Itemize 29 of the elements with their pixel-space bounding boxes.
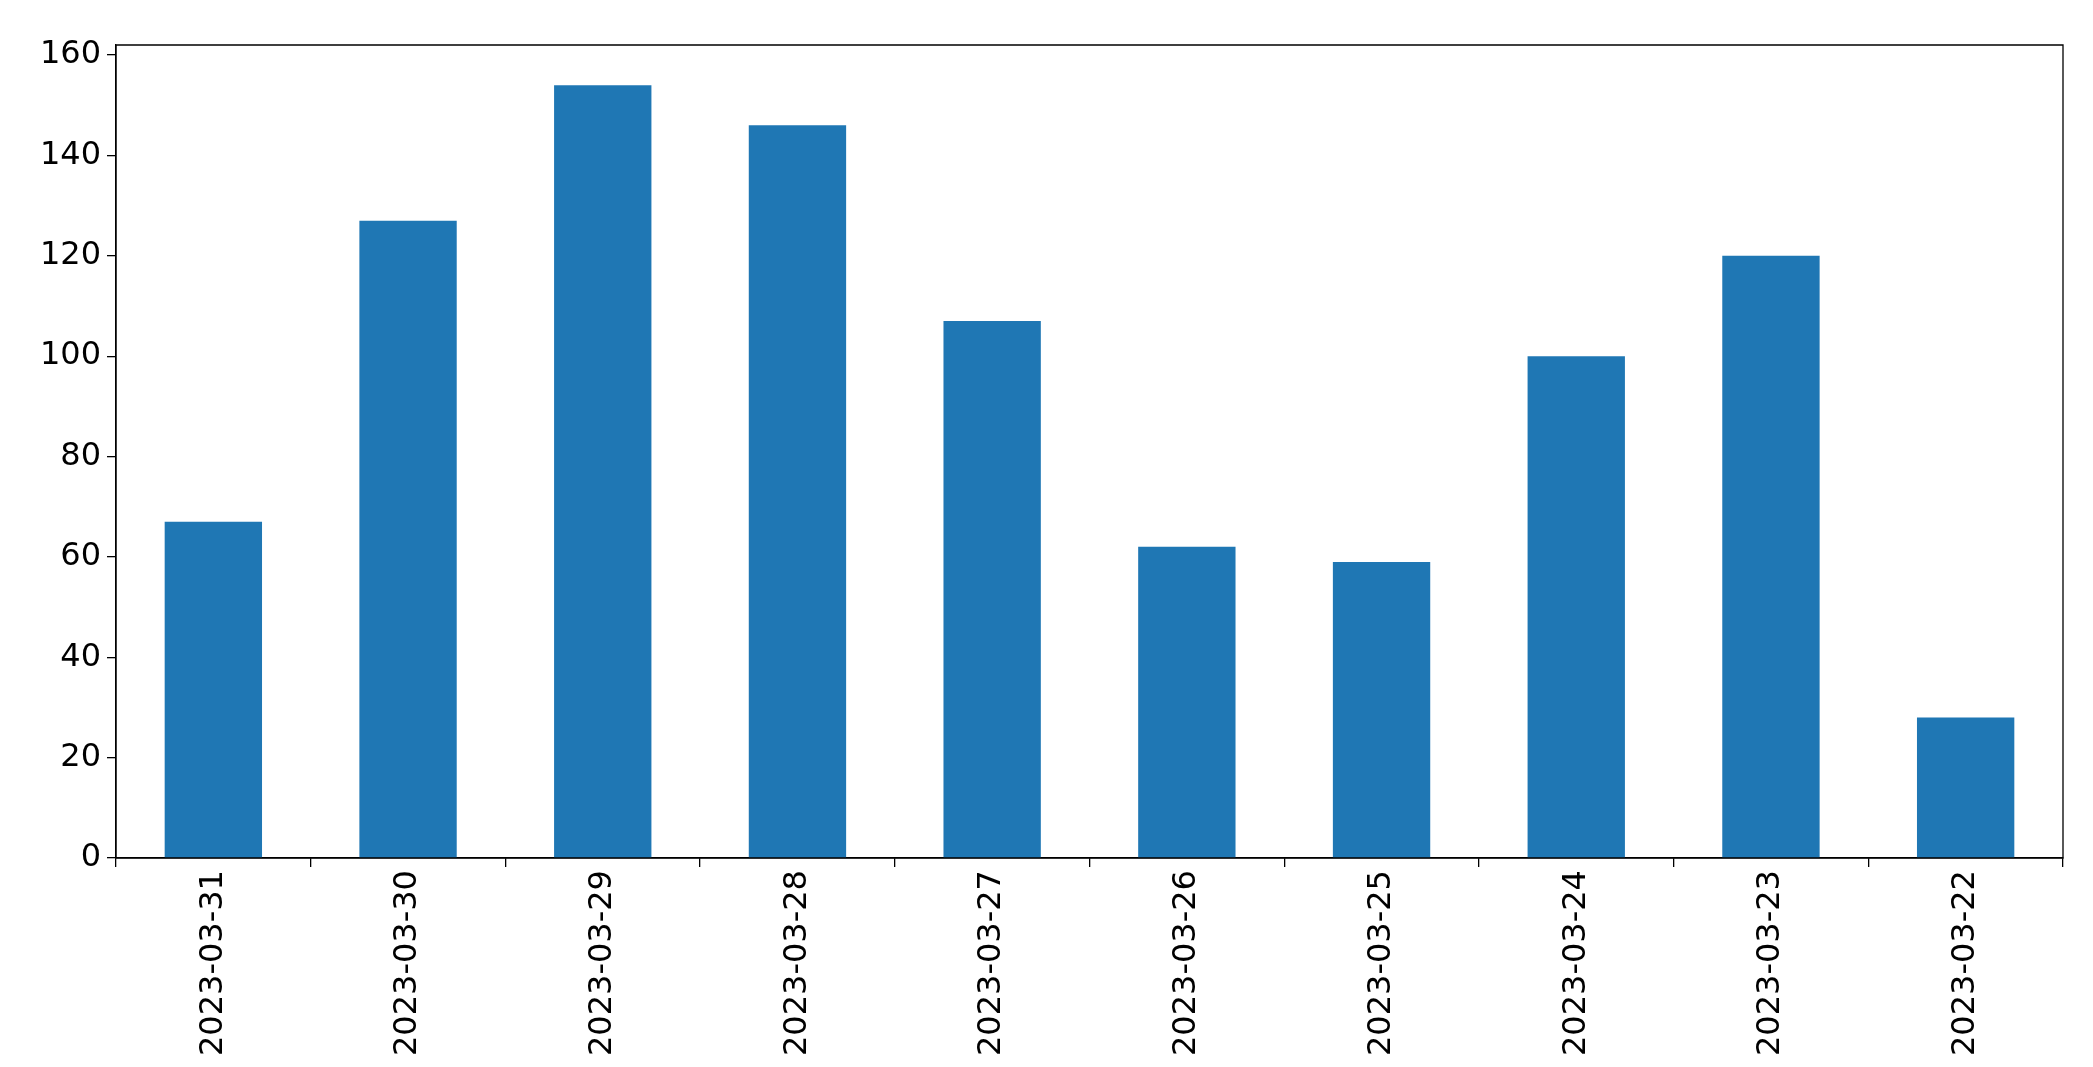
- x-tick-label: 2023-03-27: [970, 870, 1009, 1056]
- bar: [1722, 255, 1820, 858]
- x-tick-label: 2023-03-30: [386, 870, 425, 1056]
- x-tick-label: 2023-03-24: [1554, 870, 1593, 1056]
- bar: [1332, 561, 1431, 858]
- bar: [748, 125, 847, 858]
- y-tick-label: 160: [39, 33, 101, 72]
- x-tick-label: 2023-03-29: [581, 870, 620, 1056]
- bar: [1527, 356, 1625, 858]
- x-tick-label: 2023-03-23: [1749, 870, 1788, 1056]
- y-tick-label: 100: [39, 334, 101, 373]
- bar: [943, 321, 1041, 858]
- bar: [554, 85, 652, 858]
- bar: [1138, 546, 1236, 858]
- y-tick-label: 60: [60, 535, 101, 574]
- bar: [164, 521, 263, 858]
- y-tick-label: 120: [39, 234, 101, 273]
- y-tick-label: 140: [39, 133, 101, 172]
- y-tick-label: 80: [60, 434, 101, 473]
- x-tick-label: 2023-03-25: [1359, 870, 1398, 1056]
- x-tick-label: 2023-03-31: [191, 870, 230, 1056]
- y-tick-label: 40: [60, 635, 101, 674]
- bar: [1916, 717, 2015, 858]
- x-tick-label: 2023-03-22: [1943, 870, 1982, 1056]
- x-tick-label: 2023-03-26: [1165, 870, 1204, 1056]
- y-tick-label: 0: [80, 836, 101, 875]
- bar: [359, 220, 457, 858]
- y-tick-label: 20: [60, 735, 101, 774]
- x-tick-label: 2023-03-28: [775, 870, 814, 1056]
